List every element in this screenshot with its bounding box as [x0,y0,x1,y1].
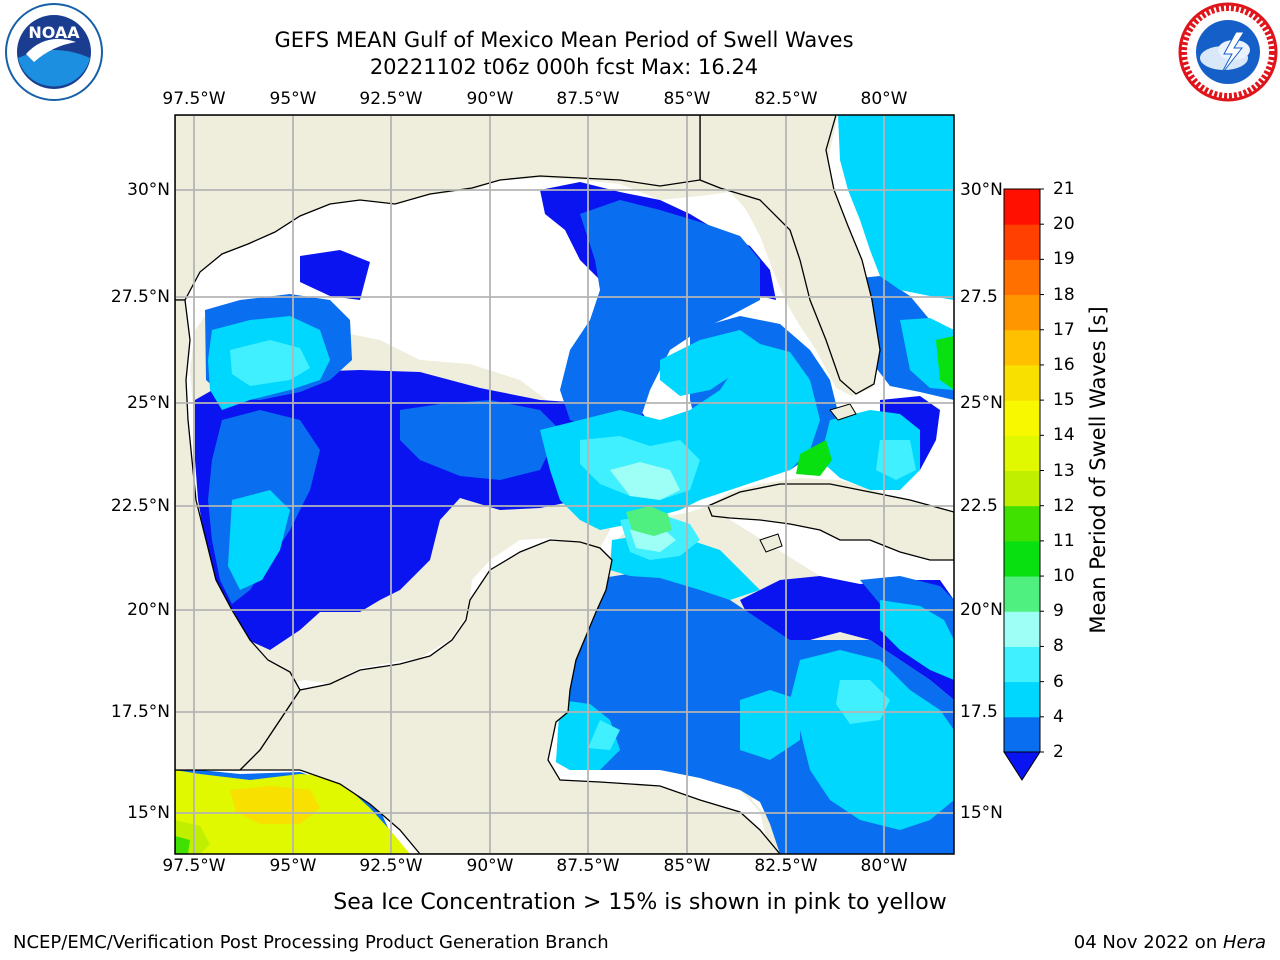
colorbar-tick-label: 10 [1053,566,1075,587]
lat-tick-right: 22.5 [960,496,998,516]
colorbar-segment [1004,681,1040,718]
lon-tick-top: 95°W [269,89,317,109]
colorbar-tick-label: 20 [1053,214,1075,235]
lat-tick-left: 30°N [127,180,170,200]
lon-tick-bottom: 87.5°W [556,856,620,876]
lat-tick-right: 27.5 [960,287,998,307]
lon-tick-top: 85°W [663,89,711,109]
colorbar-tick-label: 13 [1053,460,1075,481]
colorbar-tick-label: 15 [1053,390,1075,411]
colorbar-segment [1004,505,1040,542]
lon-tick-bottom: 85°W [663,856,711,876]
lon-tick-bottom: 82.5°W [754,856,818,876]
footer-host: Hera [1222,932,1266,953]
colorbar-segment [1004,189,1040,225]
sea-ice-caption: Sea Ice Concentration > 15% is shown in … [333,890,947,915]
lat-tick-left: 27.5°N [110,287,170,307]
colorbar-tick-label: 17 [1053,319,1075,340]
colorbar-segment [1004,400,1040,436]
colorbar-segment [1004,470,1040,507]
lon-tick-bottom: 80°W [860,856,908,876]
lon-tick-bottom: 90°W [466,856,514,876]
colorbar-segment [1004,259,1040,296]
lat-tick-left: 22.5°N [110,496,170,516]
lon-tick-top: 82.5°W [754,89,818,109]
lon-tick-bottom: 97.5°W [162,856,226,876]
nws-logo [1178,2,1278,102]
colorbar-segment [1004,364,1040,401]
lat-tick-left: 15°N [127,803,170,823]
colorbar [1003,188,1044,781]
lat-tick-right: 30°N [960,180,1003,200]
colorbar-segment [1004,611,1040,647]
swell-field-9-11 [626,336,954,536]
colorbar-tick-label: 18 [1053,284,1075,305]
colorbar-segment [1004,224,1040,260]
lon-tick-top: 80°W [860,89,908,109]
colorbar-title: Mean Period of Swell Waves [s] [1086,306,1110,634]
colorbar-segment [1004,646,1040,683]
colorbar-segment [1004,576,1040,612]
footer-date-text: 04 Nov 2022 on [1073,932,1223,953]
colorbar-segment [1004,540,1040,577]
lat-tick-right: 17.5 [960,702,998,722]
colorbar-tick-label: 21 [1053,179,1075,199]
lon-tick-bottom: 92.5°W [359,856,423,876]
lon-tick-top: 97.5°W [162,89,226,109]
lat-tick-right: 15°N [960,803,1003,823]
lat-tick-right: 20°N [960,600,1003,620]
map-frame [174,114,955,855]
noaa-logo: NOAA [5,3,103,101]
map-subtitle: 20221102 t06z 000h fcst Max: 16.24 [369,55,759,79]
colorbar-segment [1004,294,1040,331]
colorbar-tick-label: 6 [1053,671,1064,692]
land-masses [175,115,954,854]
colorbar-segment [1004,329,1040,366]
noaa-logo-text: NOAA [28,23,80,42]
map-title: GEFS MEAN Gulf of Mexico Mean Period of … [274,28,854,52]
lon-tick-top: 87.5°W [556,89,620,109]
colorbar-tick-label: 12 [1053,495,1075,516]
lat-tick-left: 25°N [127,393,170,413]
colorbar-tick-label: 19 [1053,249,1075,270]
lat-tick-left: 20°N [127,600,170,620]
lon-tick-top: 92.5°W [359,89,423,109]
lat-tick-right: 25°N [960,393,1003,413]
lon-tick-bottom: 95°W [269,856,317,876]
footer-date: 04 Nov 2022 on Hera [1074,932,1266,953]
colorbar-tick-label: 11 [1053,530,1075,551]
lon-tick-top: 90°W [466,89,514,109]
footer-branch: NCEP/EMC/Verification Post Processing Pr… [13,932,609,953]
colorbar-under-arrow [1003,751,1041,781]
colorbar-tick-label: 4 [1053,706,1064,727]
gridlines [175,115,954,854]
colorbar-tick-label: 2 [1053,742,1064,762]
lat-tick-left: 17.5°N [110,702,170,722]
colorbar-segment [1004,435,1040,471]
colorbar-tick-label: 8 [1053,636,1064,657]
colorbar-tick-label: 16 [1053,354,1075,375]
colorbar-tick-label: 14 [1053,425,1075,446]
colorbar-tick-label: 9 [1053,601,1064,622]
colorbar-segment [1004,716,1040,753]
